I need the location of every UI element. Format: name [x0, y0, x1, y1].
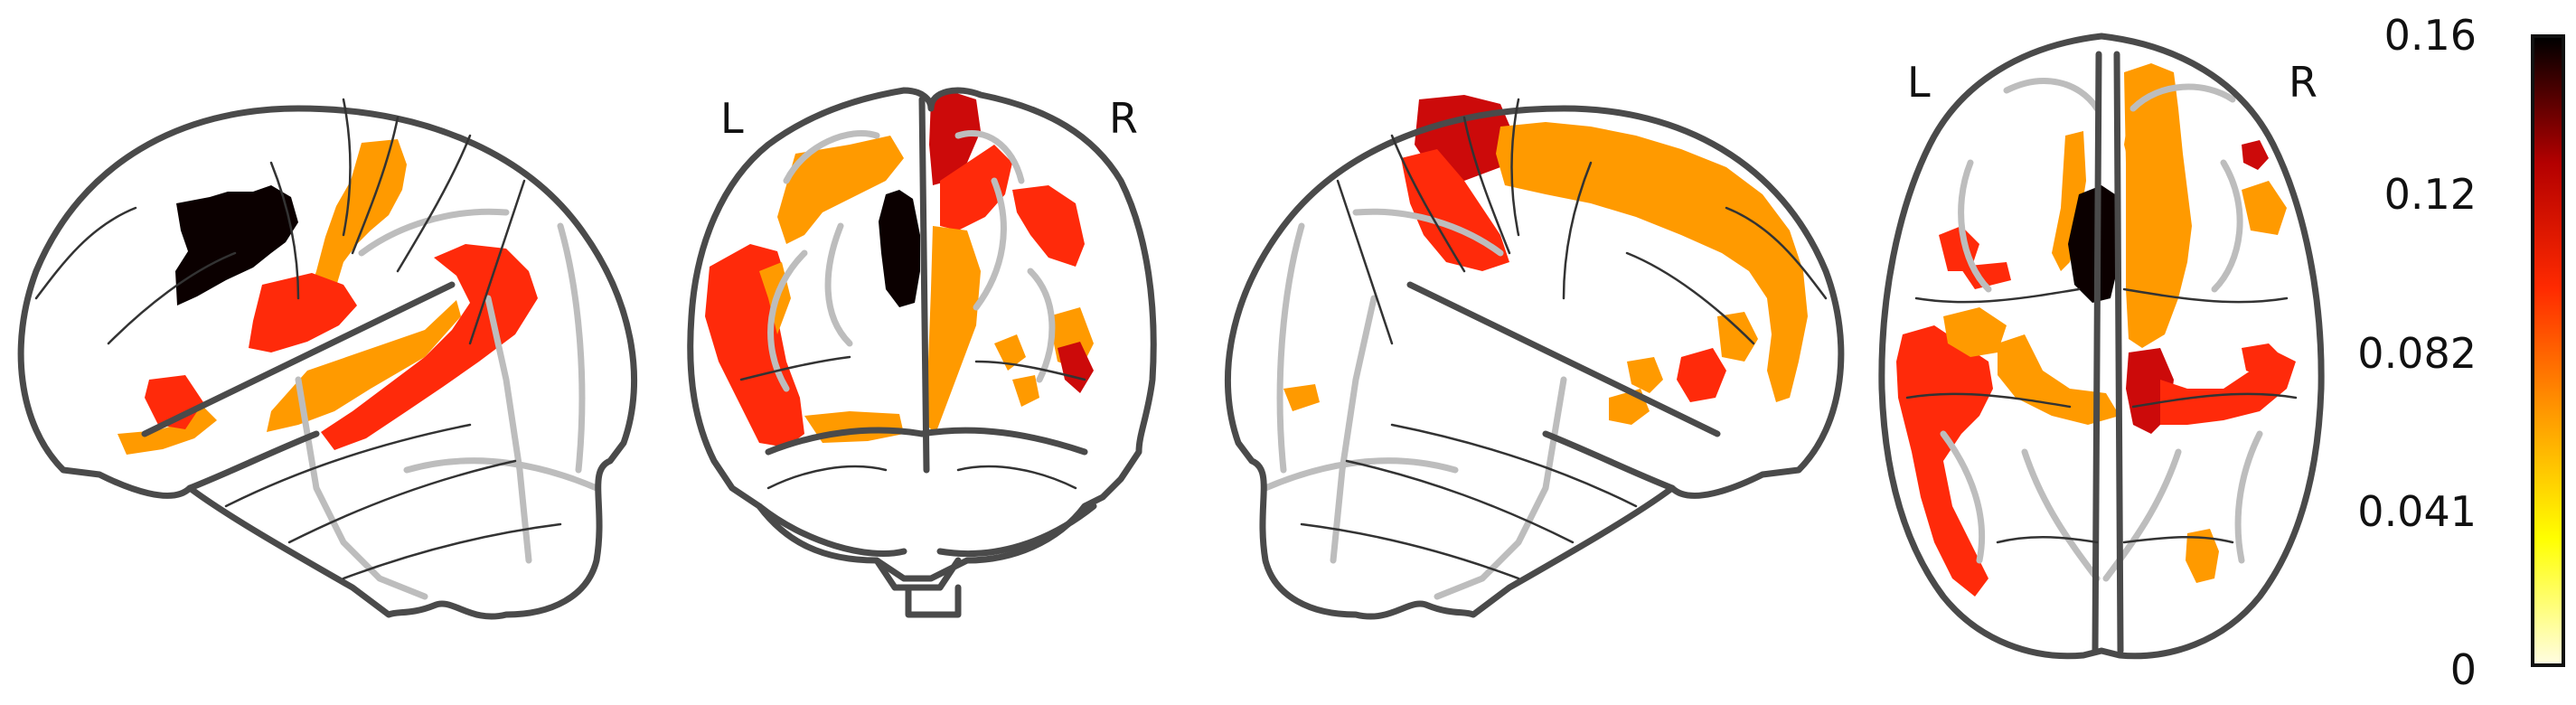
blob-black [2068, 185, 2120, 303]
blob-orange [1496, 122, 1808, 402]
blob-darkred [929, 92, 981, 185]
blob-red [940, 145, 1012, 230]
blob-red [321, 244, 538, 450]
sulci [739, 355, 1086, 490]
colorbar-tick-max: 0.16 [2383, 11, 2477, 60]
coronal-view [687, 87, 1157, 618]
right-hemisphere-label: R [2289, 58, 2317, 107]
blob-orange [777, 136, 904, 244]
sagittal-left-view [17, 98, 638, 620]
blob-orange [267, 300, 461, 432]
blob-black [879, 190, 920, 307]
right-hemisphere-label: R [1109, 94, 1138, 143]
blobs [1283, 95, 1808, 425]
axial-view [1878, 33, 2325, 660]
blob-orange [994, 334, 1026, 371]
blob-orange [1717, 312, 1758, 362]
brain-outline [1878, 33, 2325, 660]
brain-outline [17, 105, 638, 620]
colorbar-gradient [2534, 38, 2562, 663]
blob-red [2242, 343, 2287, 380]
left-hemisphere-label: L [1907, 58, 1931, 107]
blob-red [249, 273, 357, 352]
sagittal-right-view [1224, 95, 1845, 620]
blob-orange [2186, 529, 2219, 583]
blob-orange [1283, 384, 1320, 411]
blob-red [1012, 185, 1085, 267]
colorbar-tick-min: 0 [2449, 645, 2477, 694]
blob-orange [926, 226, 981, 434]
blob-orange [2052, 131, 2086, 271]
brain-outline [687, 87, 1157, 618]
colorbar [2531, 34, 2565, 667]
blob-orange [1012, 375, 1039, 407]
colorbar-tick: 0.12 [2383, 170, 2477, 219]
blobs [1896, 63, 2296, 597]
blob-orange [1627, 357, 1663, 393]
blob-red [1677, 348, 1726, 402]
blobs [118, 139, 538, 455]
blob-orange [2124, 63, 2192, 348]
sulci [1905, 287, 2298, 544]
brain-outline [1224, 105, 1845, 620]
sulci [1300, 98, 1828, 580]
blob-orange [1998, 334, 2120, 425]
blob-black [175, 185, 298, 306]
blob-darkred [2242, 140, 2269, 170]
blob-orange [2242, 181, 2287, 235]
colorbar-tick: 0.082 [2357, 329, 2477, 378]
colorbar-tick: 0.041 [2357, 487, 2477, 536]
sulci [34, 98, 562, 580]
left-hemisphere-label: L [720, 94, 744, 143]
blob-orange [1943, 307, 2007, 357]
